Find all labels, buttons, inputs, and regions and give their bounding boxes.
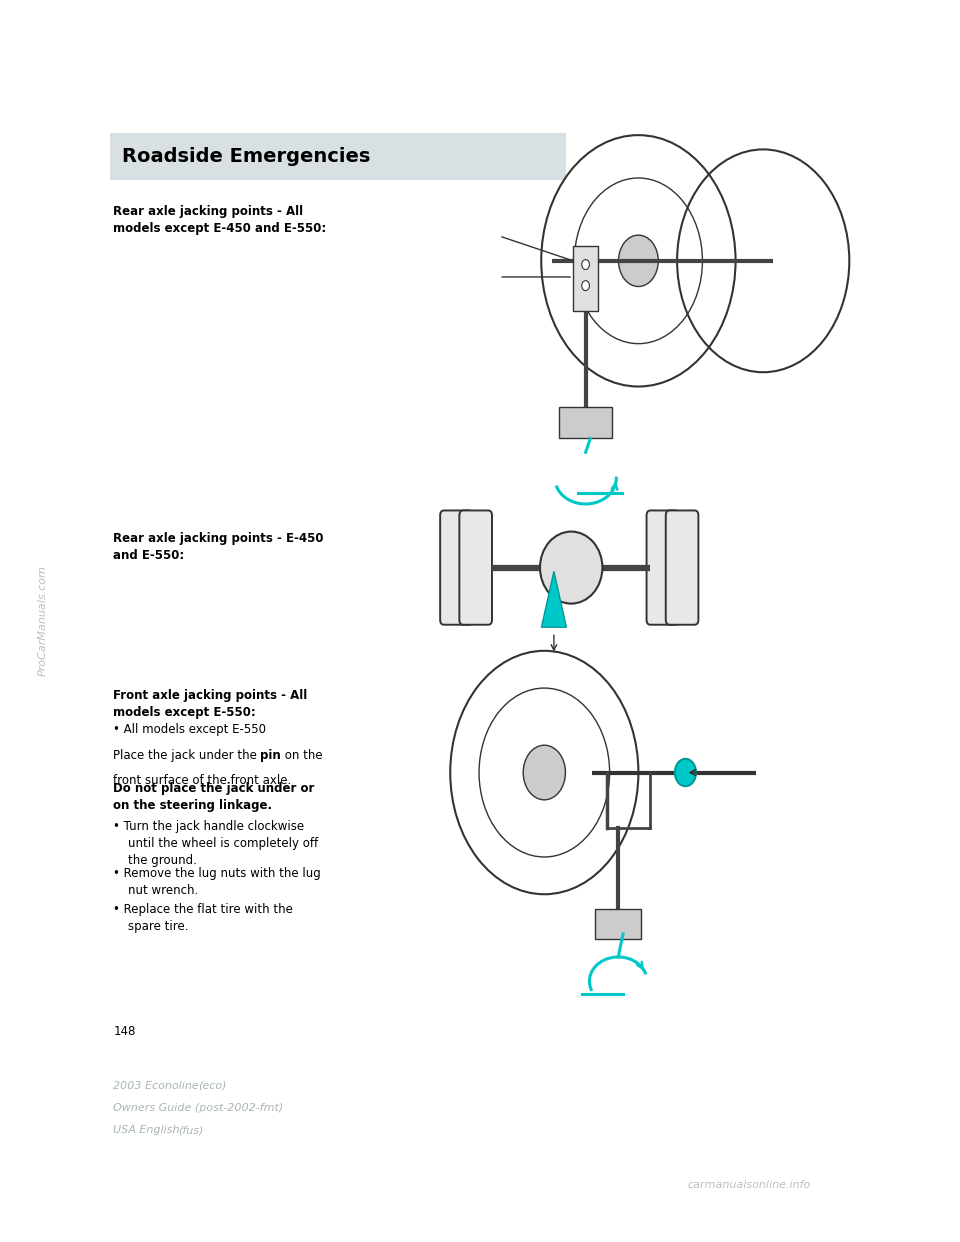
Text: • Remove the lug nuts with the lug
    nut wrench.: • Remove the lug nuts with the lug nut w… — [113, 867, 321, 897]
FancyBboxPatch shape — [665, 510, 698, 625]
Text: • Replace the flat tire with the
    spare tire.: • Replace the flat tire with the spare t… — [113, 903, 293, 933]
Circle shape — [675, 759, 696, 786]
Text: Do not place the jack under or
on the steering linkage.: Do not place the jack under or on the st… — [113, 782, 315, 812]
Text: Roadside Emergencies: Roadside Emergencies — [122, 147, 371, 166]
Text: on the: on the — [281, 749, 323, 761]
Text: • All models except E-550: • All models except E-550 — [113, 723, 266, 735]
Text: Place the jack under the: Place the jack under the — [113, 749, 261, 761]
Polygon shape — [541, 571, 566, 627]
FancyBboxPatch shape — [595, 909, 641, 939]
Text: Owners Guide (post-2002-fmt): Owners Guide (post-2002-fmt) — [113, 1103, 283, 1113]
Circle shape — [523, 745, 565, 800]
Circle shape — [582, 260, 589, 270]
Text: carmanualsonline.info: carmanualsonline.info — [687, 1180, 810, 1190]
FancyBboxPatch shape — [459, 510, 492, 625]
Text: Rear axle jacking points - E-450
and E-550:: Rear axle jacking points - E-450 and E-5… — [113, 532, 324, 561]
FancyBboxPatch shape — [559, 407, 612, 438]
Text: ProCarManuals.com: ProCarManuals.com — [38, 565, 48, 677]
Text: (eco): (eco) — [198, 1081, 227, 1090]
Text: 148: 148 — [113, 1025, 135, 1037]
Ellipse shape — [540, 532, 603, 604]
Text: pin: pin — [260, 749, 281, 761]
Circle shape — [582, 281, 589, 291]
Text: front surface of the front axle.: front surface of the front axle. — [113, 774, 292, 786]
FancyBboxPatch shape — [440, 510, 472, 625]
Circle shape — [618, 235, 659, 287]
Text: Rear axle jacking points - All
models except E-450 and E-550:: Rear axle jacking points - All models ex… — [113, 205, 326, 235]
Text: Front axle jacking points - All
models except E-550:: Front axle jacking points - All models e… — [113, 689, 307, 719]
Text: • Turn the jack handle clockwise
    until the wheel is completely off
    the g: • Turn the jack handle clockwise until t… — [113, 820, 319, 867]
Text: (fus): (fus) — [179, 1125, 204, 1135]
FancyBboxPatch shape — [110, 133, 566, 180]
Text: USA English: USA English — [113, 1125, 180, 1135]
FancyBboxPatch shape — [646, 510, 679, 625]
FancyBboxPatch shape — [573, 246, 598, 310]
Text: 2003 Econoline: 2003 Econoline — [113, 1081, 199, 1090]
